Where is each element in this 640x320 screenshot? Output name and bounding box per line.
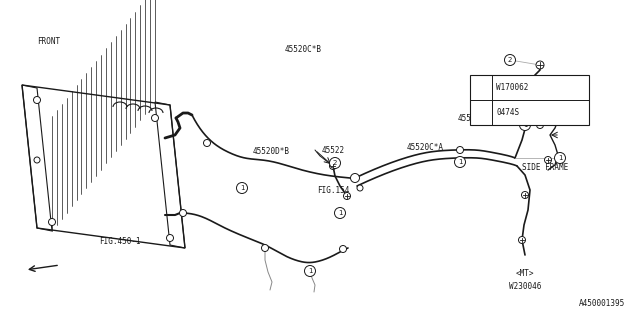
Text: 45520D*A: 45520D*A — [458, 114, 495, 123]
Circle shape — [357, 185, 363, 191]
Text: 45520C*A: 45520C*A — [406, 143, 444, 152]
Text: W170062: W170062 — [497, 83, 529, 92]
Circle shape — [476, 83, 486, 92]
Text: 0474S: 0474S — [497, 108, 520, 117]
Text: A450001395: A450001395 — [579, 299, 625, 308]
Text: <MT>: <MT> — [515, 269, 534, 278]
Text: FRONT: FRONT — [37, 37, 60, 46]
Circle shape — [536, 97, 543, 103]
Circle shape — [456, 147, 463, 154]
Circle shape — [330, 157, 340, 169]
Circle shape — [339, 245, 346, 252]
Text: W230046: W230046 — [509, 282, 541, 291]
Circle shape — [33, 97, 40, 103]
Text: 1: 1 — [338, 210, 342, 216]
Circle shape — [488, 97, 495, 103]
Circle shape — [204, 140, 211, 147]
Circle shape — [476, 108, 486, 117]
Circle shape — [522, 191, 529, 198]
Circle shape — [305, 266, 316, 276]
Text: 1: 1 — [308, 268, 312, 274]
Circle shape — [237, 182, 248, 194]
Circle shape — [335, 207, 346, 219]
Text: 45522: 45522 — [322, 146, 345, 155]
Circle shape — [152, 115, 159, 122]
Circle shape — [344, 193, 351, 199]
Text: 45520C*B: 45520C*B — [285, 45, 322, 54]
Text: 1: 1 — [557, 155, 563, 161]
Circle shape — [49, 219, 56, 226]
Text: 2: 2 — [508, 57, 512, 63]
Circle shape — [488, 97, 495, 103]
Text: FIG.450-1: FIG.450-1 — [99, 237, 141, 246]
Circle shape — [34, 157, 40, 163]
Circle shape — [536, 61, 544, 69]
Text: 1: 1 — [523, 122, 527, 128]
Circle shape — [454, 156, 465, 167]
Circle shape — [536, 122, 543, 129]
Circle shape — [262, 244, 269, 252]
Circle shape — [545, 156, 552, 164]
Text: 2: 2 — [333, 160, 337, 166]
Circle shape — [351, 173, 360, 182]
Circle shape — [518, 236, 525, 244]
Circle shape — [554, 153, 566, 164]
Bar — [470, 75, 589, 125]
Text: 1: 1 — [479, 84, 484, 91]
Circle shape — [504, 54, 515, 66]
Circle shape — [166, 235, 173, 242]
Circle shape — [520, 119, 531, 131]
Text: 2: 2 — [479, 109, 484, 116]
Text: 1: 1 — [240, 185, 244, 191]
Circle shape — [179, 210, 186, 217]
Text: 1: 1 — [458, 159, 462, 165]
Circle shape — [330, 163, 337, 170]
Text: SIDE FRAME: SIDE FRAME — [522, 164, 568, 172]
Text: FIG.154: FIG.154 — [317, 186, 349, 195]
Text: 45520D*B: 45520D*B — [253, 148, 290, 156]
